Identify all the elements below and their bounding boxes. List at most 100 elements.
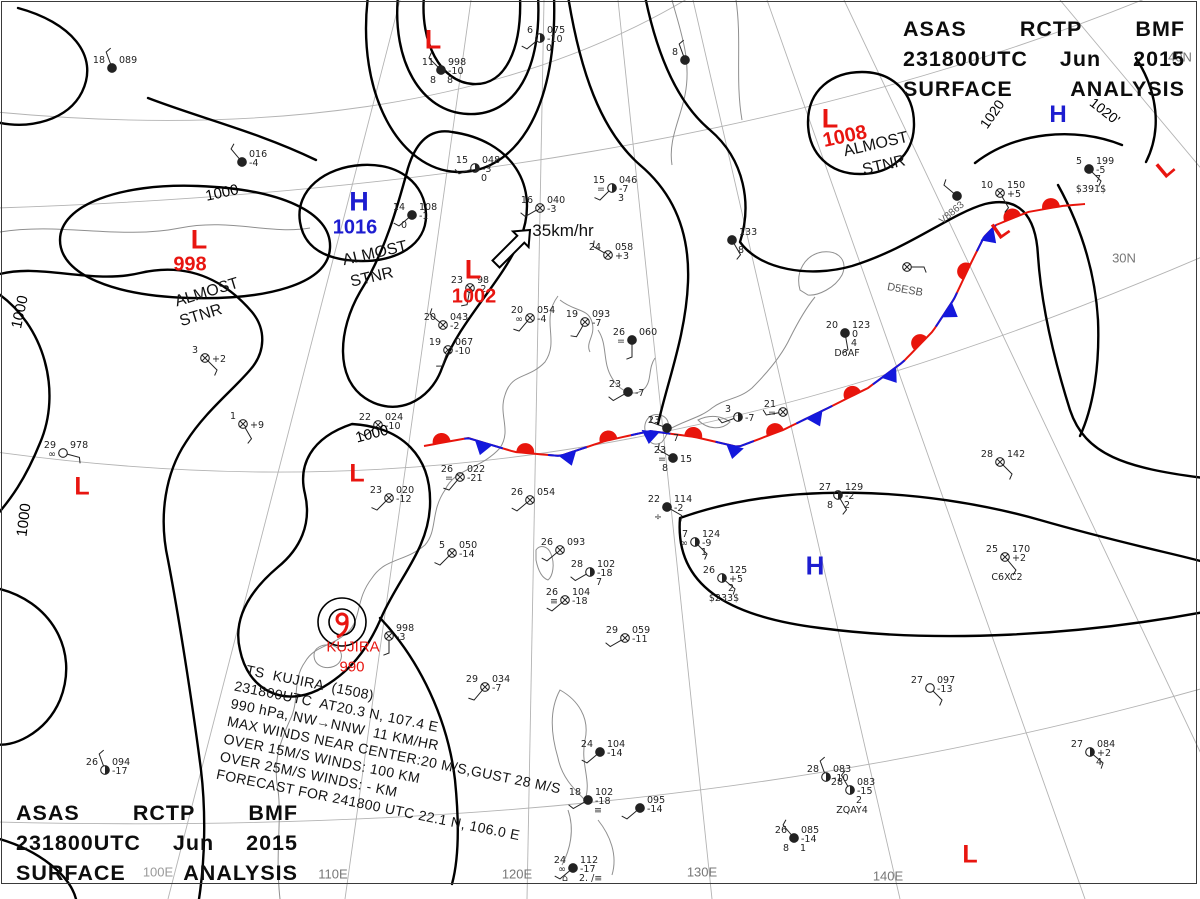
station-value: 19 <box>566 309 578 320</box>
station-plot: 29 059-11 <box>605 625 650 648</box>
station-value: 083 <box>857 777 875 788</box>
station-value: 043 <box>450 312 468 323</box>
map-frame <box>1 1 1197 884</box>
station-plot: 26 022 = -21 <box>441 464 485 491</box>
title-word: ANALYSIS <box>1070 77 1185 101</box>
station-value: 18 <box>93 55 105 66</box>
station-plot: 10 150+5 <box>981 180 1025 213</box>
title-line-3: SURFACE ANALYSIS <box>16 858 298 888</box>
station-value: -5 <box>1096 165 1105 176</box>
title-word: ASAS <box>903 17 967 41</box>
station-plot: 3 +2 <box>192 345 226 376</box>
cold-front-symbol <box>726 444 744 459</box>
station-value: 3 <box>725 404 731 415</box>
station-x-icon <box>581 318 589 326</box>
station-value: -17 <box>580 864 596 875</box>
station-circle-icon <box>789 833 799 843</box>
station-value: 15 <box>593 175 605 186</box>
station-plot: 20 054 ∞ -4 <box>511 305 555 332</box>
station-plot: 23 7 <box>648 415 679 444</box>
station-value: -10 <box>547 34 563 45</box>
isobar-path <box>0 268 264 899</box>
station-half-icon <box>826 772 831 782</box>
station-plot: 27 129-2 8 2 <box>819 482 863 515</box>
station-plot: 23= 15 8 <box>654 443 692 474</box>
title-word: 231800UTC <box>16 831 141 855</box>
station-value: 20 <box>826 320 838 331</box>
latitude-line <box>0 0 687 121</box>
warm-front-symbol <box>516 443 535 454</box>
station-circle-icon <box>662 502 672 512</box>
station-value: 6 <box>527 25 533 36</box>
wind-barb <box>608 393 625 402</box>
isobar-path <box>0 6 89 126</box>
coastline-path <box>313 644 342 669</box>
latitude-line <box>0 0 1144 209</box>
station-value: 28 <box>571 559 583 570</box>
station-plot: 18 089 <box>93 47 137 73</box>
station-value: 034 <box>492 674 510 685</box>
station-circle-icon <box>525 313 535 323</box>
front-line-cold <box>464 437 504 450</box>
station-value: +2 <box>212 354 226 365</box>
longitude-line <box>843 0 1200 753</box>
wind-barb <box>393 217 410 227</box>
station-value: +3 <box>615 251 629 262</box>
station-circle-icon <box>595 747 605 757</box>
station-circle-icon <box>384 631 394 641</box>
station-circle-icon <box>603 250 613 260</box>
coastline-path <box>561 809 572 866</box>
station-plot: 095-14 <box>621 795 665 820</box>
station-value: 102 <box>595 787 613 798</box>
station-half-icon <box>838 490 843 500</box>
station-plot: 15 046 = -73 <box>593 175 637 204</box>
station-x-icon <box>779 408 787 416</box>
typhoon-icon <box>335 612 349 626</box>
typhoon-icon-tail <box>336 619 349 639</box>
station-value: $233$ <box>709 593 739 604</box>
station-x-icon <box>996 458 1004 466</box>
station-value: 21 <box>764 399 776 410</box>
coastline-path <box>735 0 743 121</box>
station-circle-icon <box>237 157 247 167</box>
chart-title-top-right: ASAS RCTP BMF 231800UTC Jun 2015 SURFACE… <box>903 14 1185 104</box>
station-half-icon <box>738 412 743 422</box>
station-plot <box>902 262 927 273</box>
wind-barb <box>359 427 376 437</box>
station-value: 142 <box>1007 449 1025 460</box>
station-circle-icon <box>436 65 446 75</box>
station-plot: 26 094-17 <box>86 749 130 777</box>
isobar-path <box>396 0 540 116</box>
title-word: 2015 <box>246 831 298 855</box>
station-x-icon <box>448 549 456 557</box>
station-x-icon <box>604 251 612 259</box>
station-circle-icon <box>583 795 593 805</box>
station-value: 2. /≡ <box>579 873 602 884</box>
station-plot: 28 083-10 <box>807 756 851 784</box>
station-value: -2 <box>674 503 683 514</box>
station-value: 24 <box>589 242 601 253</box>
station-value: 29 <box>466 674 478 685</box>
station-value: 089 <box>119 55 137 66</box>
station-value: 7 <box>673 433 679 444</box>
station-value: 8 <box>430 75 436 86</box>
station-value: -17 <box>112 766 128 777</box>
station-value: 19 <box>429 337 441 348</box>
station-value: 0 <box>852 329 858 340</box>
station-plot: 28 102-187 <box>570 559 615 588</box>
station-circle-icon <box>925 683 935 693</box>
station-circle-icon <box>465 283 475 293</box>
station-x-icon <box>456 473 464 481</box>
title-word: Jun <box>1059 47 1102 71</box>
isobar-path <box>298 163 428 263</box>
station-x-icon <box>239 420 247 428</box>
station-value: = <box>658 454 666 465</box>
station-value: -14 <box>801 834 817 845</box>
title-word: ANALYSIS <box>183 861 298 885</box>
latitude-line <box>0 257 1200 473</box>
station-circle-icon <box>384 493 394 503</box>
station-circle-icon <box>952 191 962 201</box>
wind-barb <box>105 47 112 65</box>
station-plot: 998-3 <box>383 623 414 656</box>
station-value: 8 <box>783 843 789 854</box>
